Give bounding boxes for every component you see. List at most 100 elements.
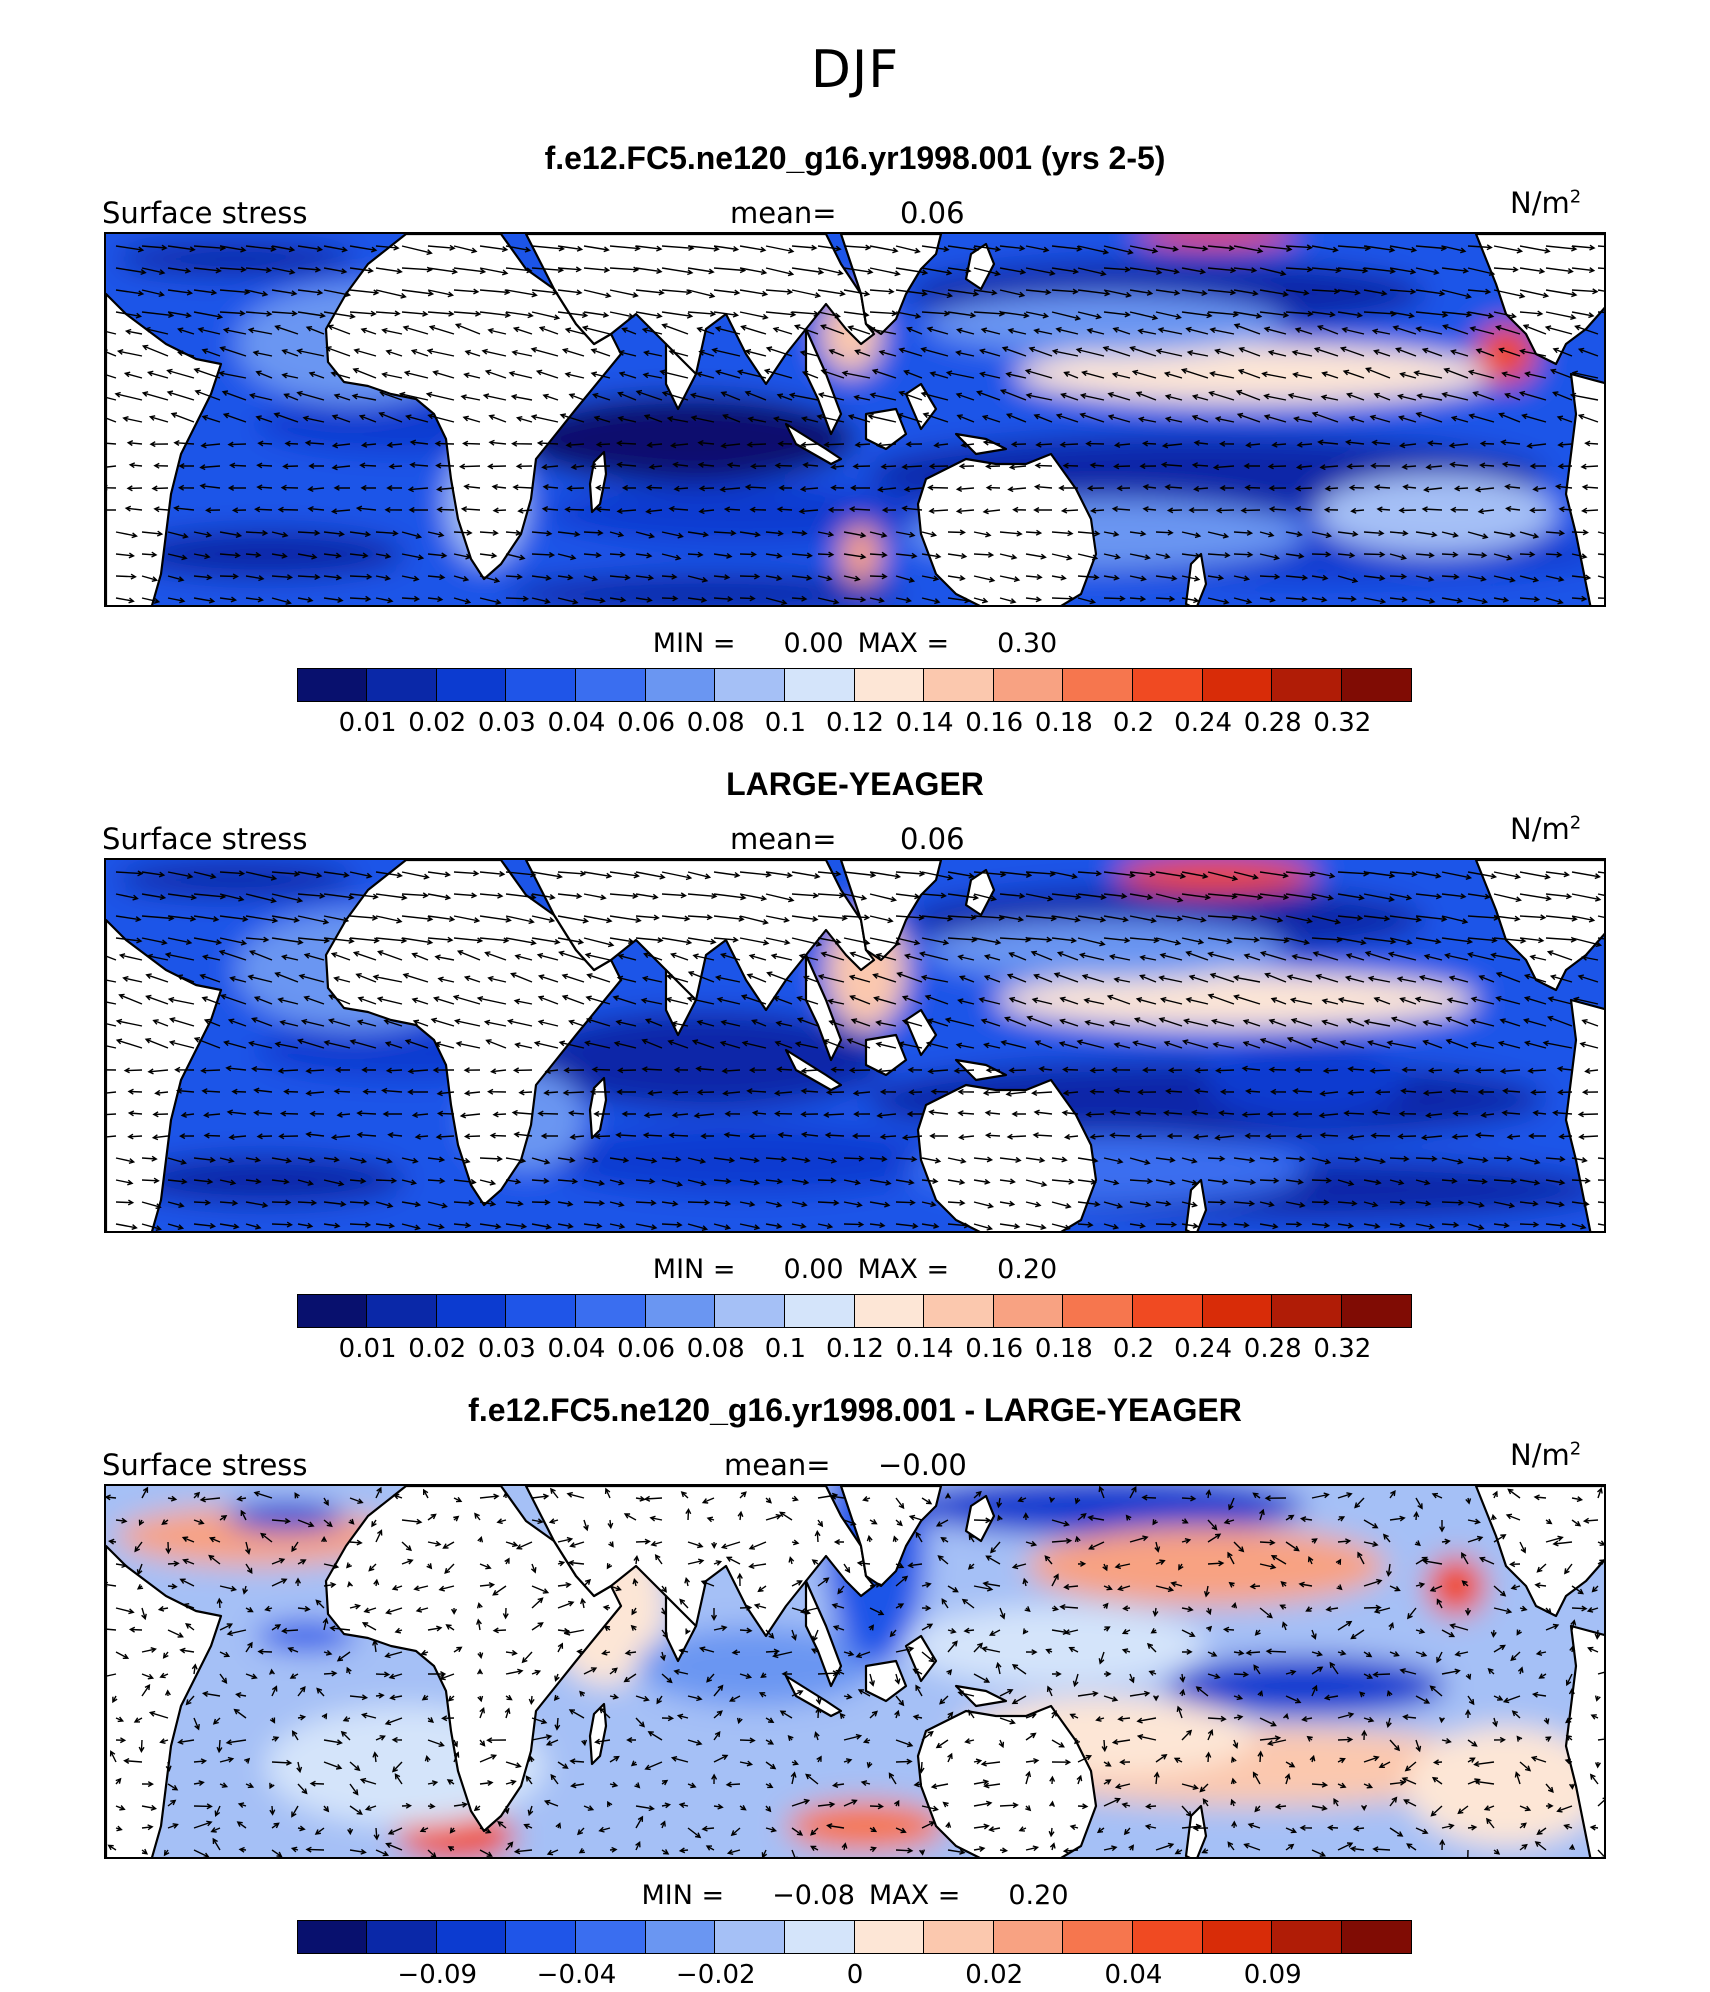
wind-vector xyxy=(635,1495,646,1502)
wind-vector xyxy=(488,439,507,446)
wind-vector xyxy=(1207,1179,1229,1185)
wind-vector xyxy=(1267,349,1287,357)
wind-vector xyxy=(427,893,452,901)
wind-vector xyxy=(141,893,167,901)
max-value: 0.20 xyxy=(1008,1880,1069,1911)
wind-vector xyxy=(846,1038,871,1049)
wind-vector xyxy=(127,1110,143,1117)
wind-vector xyxy=(1552,347,1573,357)
wind-vector xyxy=(576,1648,585,1655)
wind-vector xyxy=(193,1717,200,1731)
wind-vector xyxy=(427,1156,446,1163)
wind-vector xyxy=(1597,937,1604,940)
wind-vector xyxy=(687,551,704,558)
wind-vector xyxy=(1313,347,1339,357)
wind-vector xyxy=(462,440,481,447)
wind-vector xyxy=(666,416,689,423)
wind-vector xyxy=(1017,1496,1027,1503)
wind-vector xyxy=(375,1222,396,1229)
wind-vector xyxy=(1059,1018,1079,1027)
wind-vector xyxy=(1086,485,1105,492)
wind-vector xyxy=(349,1805,363,1815)
wind-vector xyxy=(199,464,221,471)
wind-vector xyxy=(1363,1673,1374,1679)
wind-vector xyxy=(921,1222,940,1229)
wind-vector xyxy=(1025,1223,1047,1230)
wind-vector xyxy=(1436,1651,1443,1664)
wind-vector xyxy=(713,1710,723,1719)
wind-vector xyxy=(918,951,949,961)
wind-vector xyxy=(1280,1581,1287,1587)
wind-vector xyxy=(170,412,195,423)
wind-vector xyxy=(474,1512,481,1521)
wind-vector xyxy=(148,415,169,423)
wind-vector xyxy=(1337,1712,1355,1719)
wind-vector xyxy=(1163,1040,1183,1049)
wind-vector xyxy=(427,310,455,317)
wind-vector xyxy=(225,1065,247,1072)
wind-vector xyxy=(862,1496,871,1502)
wind-vector xyxy=(1181,1179,1199,1186)
wind-vector xyxy=(895,1695,905,1707)
wind-vector xyxy=(1207,893,1238,900)
wind-vector xyxy=(770,953,793,961)
wind-vector xyxy=(740,994,767,1005)
wind-vector xyxy=(895,1222,919,1229)
wind-vector xyxy=(308,371,325,379)
wind-vector xyxy=(749,506,767,513)
wind-vector xyxy=(253,1109,273,1116)
wind-vector xyxy=(106,1113,117,1116)
wind-vector xyxy=(1571,1496,1584,1503)
wind-vector xyxy=(921,1605,932,1612)
wind-vector xyxy=(643,1495,663,1502)
wind-vector xyxy=(1493,1585,1507,1597)
wind-vector xyxy=(1444,952,1469,961)
wind-vector xyxy=(604,1487,611,1499)
wind-vector xyxy=(1467,552,1488,559)
wind-vector xyxy=(880,463,897,470)
wind-vector xyxy=(635,1178,656,1185)
wind-vector xyxy=(583,552,602,559)
colorbar-box xyxy=(505,1294,577,1328)
wind-vector xyxy=(1311,551,1332,558)
wind-vector xyxy=(442,1541,455,1549)
wind-vector xyxy=(660,1820,666,1829)
wind-vector xyxy=(375,574,392,581)
wind-vector xyxy=(999,1717,1016,1725)
wind-vector xyxy=(1389,1651,1400,1657)
wind-vector xyxy=(1033,413,1053,423)
wind-vector xyxy=(973,1758,983,1765)
wind-vector xyxy=(486,1737,507,1744)
wind-vector xyxy=(796,1017,819,1027)
wind-vector xyxy=(323,1201,347,1207)
colorbar-tick-label: 0.02 xyxy=(965,1960,1024,1990)
wind-vector xyxy=(1519,914,1547,921)
wind-vector xyxy=(921,871,954,881)
wind-vector xyxy=(1392,325,1417,335)
wind-vector xyxy=(591,1066,611,1073)
wind-vector xyxy=(1357,1551,1365,1565)
wind-vector xyxy=(1059,441,1079,448)
wind-vector xyxy=(1363,1157,1387,1165)
wind-vector xyxy=(1510,1651,1521,1662)
wind-vector xyxy=(283,1088,299,1095)
wind-vector xyxy=(1499,1068,1521,1075)
wind-vector xyxy=(1571,267,1596,274)
wind-vector xyxy=(1181,289,1208,297)
wind-vector xyxy=(1467,1201,1485,1208)
wind-vector xyxy=(746,441,767,448)
wind-vector xyxy=(219,1223,240,1230)
wind-vector xyxy=(1085,1111,1105,1118)
wind-vector xyxy=(1363,1519,1379,1529)
wind-vector xyxy=(1316,325,1339,335)
wind-vector xyxy=(109,1750,117,1763)
wind-vector xyxy=(661,1585,667,1593)
wind-vector xyxy=(799,486,819,493)
wind-vector xyxy=(843,311,870,318)
wind-vector xyxy=(515,416,533,423)
wind-vector xyxy=(568,393,585,401)
wind-vector xyxy=(856,1560,871,1567)
wind-vector xyxy=(278,1133,299,1140)
wind-vector xyxy=(201,414,221,423)
wind-vector xyxy=(557,245,584,252)
